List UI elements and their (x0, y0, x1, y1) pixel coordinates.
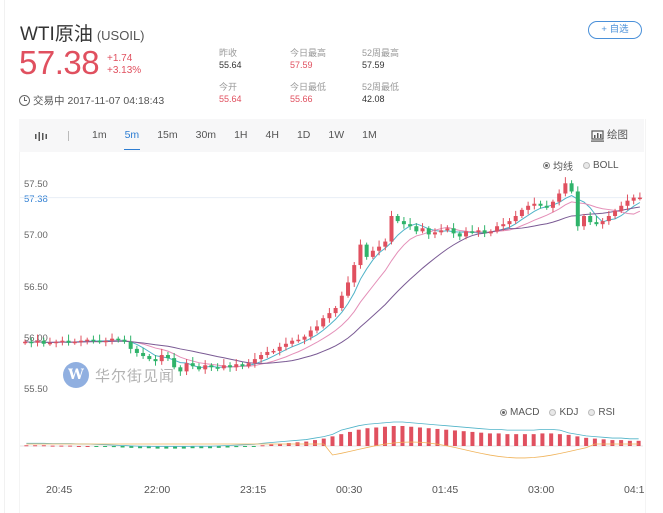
radio-macd[interactable]: MACD (500, 407, 539, 418)
clock-icon (19, 95, 30, 106)
stat-2: 52周最高 57.59 (362, 47, 399, 71)
draw-icon (591, 129, 604, 142)
chart-toolbar: 1m 5m 15m 30m 1H 4H 1D 1W 1M 绘图 (19, 119, 644, 152)
tab-1M[interactable]: 1M (362, 129, 377, 141)
radio-label: BOLL (593, 160, 619, 171)
chart-panel (19, 119, 646, 513)
x-tick: 23:15 (240, 484, 267, 496)
draw-button[interactable]: 绘图 (591, 119, 628, 152)
radio-boll[interactable]: BOLL (583, 160, 619, 171)
stat-value: 55.66 (290, 94, 313, 104)
radio-label: MACD (510, 407, 540, 418)
stat-label: 今开 (219, 82, 238, 92)
stat-4: 今日最低 55.66 (290, 81, 326, 105)
y-tick: 55.50 (24, 383, 48, 395)
change-value: +1.74 (107, 53, 133, 64)
y-tick: 57.00 (24, 230, 48, 242)
tab-4H[interactable]: 4H (265, 129, 279, 141)
tab-1W[interactable]: 1W (328, 129, 345, 141)
x-tick: 20:45 (46, 484, 73, 496)
radio-均线[interactable]: 均线 (543, 158, 573, 173)
radio-kdj[interactable]: KDJ (549, 407, 578, 418)
instrument-title: WTI原油 (USOIL) (20, 19, 145, 46)
price-change: +1.74 +3.13% (107, 53, 141, 77)
tab-1H[interactable]: 1H (234, 129, 248, 141)
stat-label: 52周最低 (362, 82, 400, 92)
stat-label: 今日最低 (290, 82, 327, 92)
main-indicator-selector: 均线 BOLL (543, 158, 619, 173)
stat-value: 55.64 (219, 60, 242, 70)
add-to-watchlist-button[interactable]: + 自选 (588, 21, 642, 39)
instrument-name: WTI原油 (20, 24, 93, 45)
x-tick: 00:30 (336, 484, 363, 496)
watermark-logo-icon: W (63, 362, 89, 388)
draw-label: 绘图 (607, 129, 628, 141)
candlestick-icon[interactable] (34, 130, 48, 142)
page-border (4, 0, 5, 513)
radio-icon (588, 409, 596, 416)
trading-status: 交易中 2017-11-07 04:18:43 (19, 93, 164, 108)
radio-icon (500, 409, 507, 416)
stat-value: 57.59 (290, 60, 313, 70)
x-tick: 04:1 (624, 484, 645, 496)
stat-label: 昨收 (219, 48, 238, 58)
y-tick: 56.00 (24, 332, 48, 344)
stat-3: 今开 55.64 (219, 81, 242, 105)
x-tick: 03:00 (528, 484, 555, 496)
last-price: 57.38 (19, 44, 100, 81)
y-tick: 57.50 (24, 179, 48, 191)
stat-label: 今日最高 (290, 48, 327, 58)
change-percent: +3.13% (107, 65, 142, 76)
y-tick: 56.50 (24, 281, 48, 293)
radio-icon (549, 409, 557, 416)
toolbar-divider (68, 130, 69, 141)
radio-label: KDJ (559, 407, 579, 418)
watermark-text: 华尔街见闻 (95, 366, 176, 385)
current-price-label: 57.38 (24, 193, 48, 205)
radio-icon (583, 162, 590, 169)
x-tick: 22:00 (144, 484, 171, 496)
stat-value: 55.64 (219, 94, 242, 104)
status-text: 交易中 (33, 95, 65, 107)
tab-15m[interactable]: 15m (157, 129, 178, 141)
radio-rsi[interactable]: RSI (588, 407, 615, 418)
radio-icon (543, 162, 550, 169)
stat-value: 57.59 (362, 60, 385, 70)
x-tick: 01:45 (432, 484, 459, 496)
watermark: W 华尔街见闻 (63, 362, 175, 388)
stat-value: 42.08 (362, 94, 385, 104)
stat-1: 今日最高 57.59 (290, 47, 326, 71)
timeframe-tabs: 1m 5m 15m 30m 1H 4H 1D 1W 1M (83, 119, 386, 152)
status-timestamp: 2017-11-07 04:18:43 (67, 94, 165, 107)
stat-5: 52周最低 42.08 (362, 81, 399, 105)
tab-1D[interactable]: 1D (296, 129, 311, 141)
radio-label: 均线 (553, 162, 573, 173)
tab-5m[interactable]: 5m (116, 119, 149, 152)
stat-0: 昨收 55.64 (219, 47, 242, 71)
tab-1m[interactable]: 1m (92, 129, 107, 141)
stat-label: 52周最高 (362, 48, 400, 58)
instrument-code: (USOIL) (96, 28, 145, 43)
radio-label: RSI (598, 407, 616, 418)
tab-30m[interactable]: 30m (195, 129, 217, 141)
sub-indicator-selector: MACD KDJ RSI (500, 407, 615, 418)
